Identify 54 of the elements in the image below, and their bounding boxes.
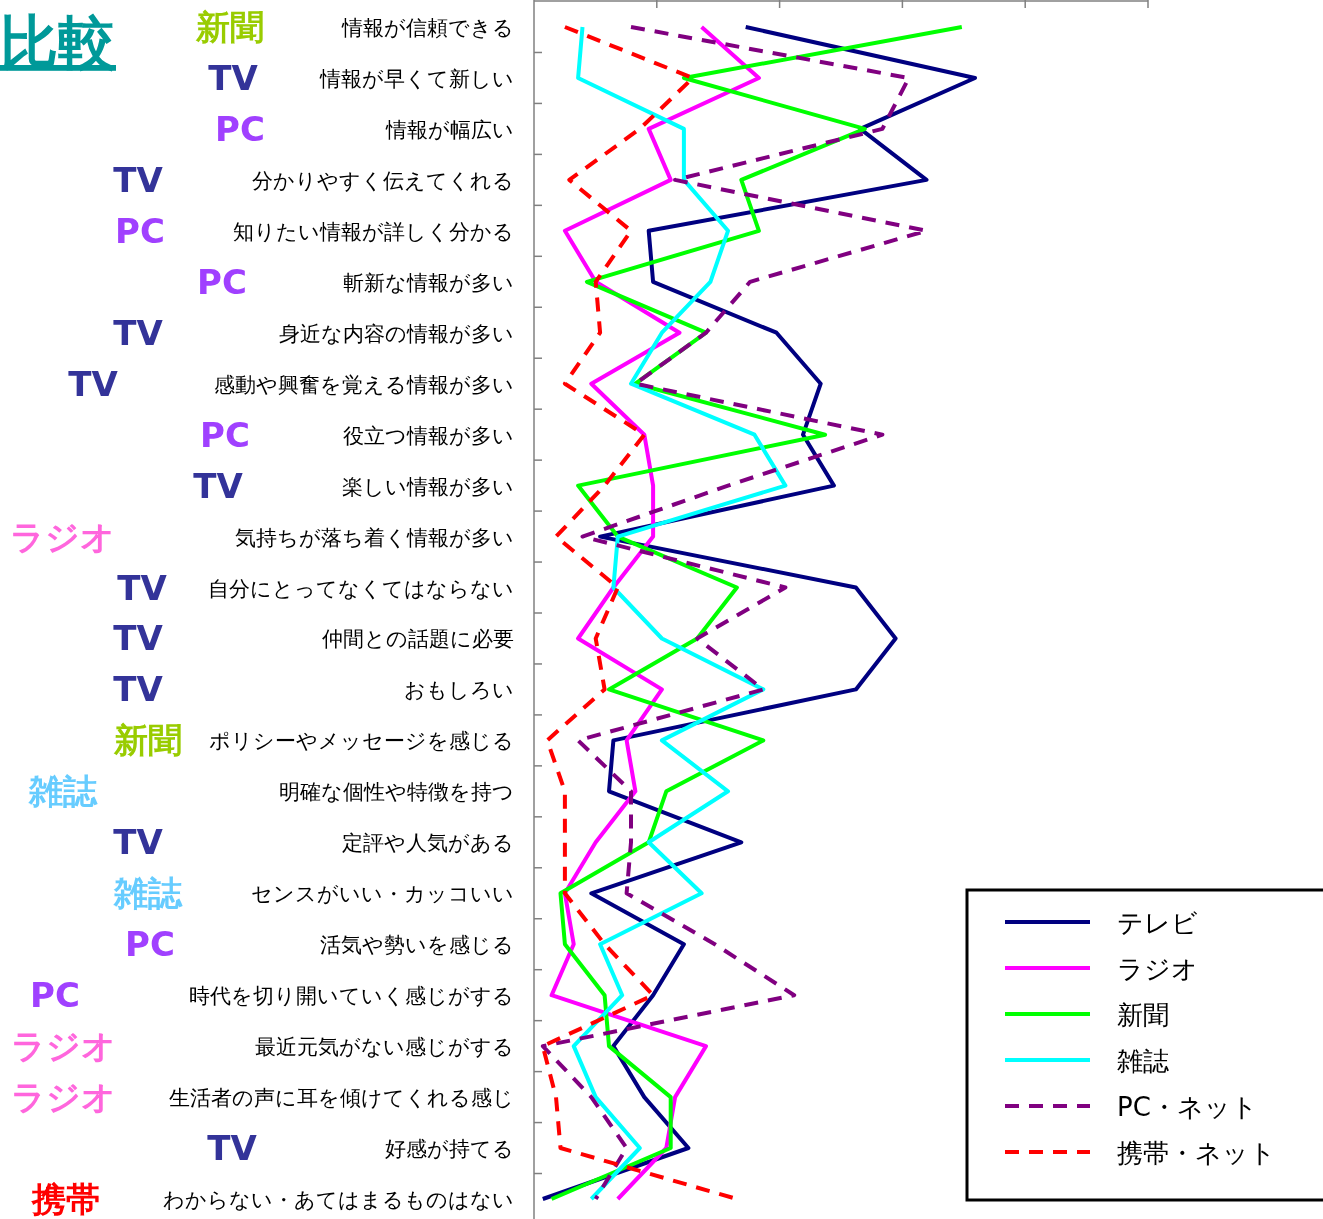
text: TV (207, 1128, 258, 1169)
y-tick-label: ポリシーやメッセージを感じる (209, 729, 514, 754)
y-tick-label: 活気や勢いを感じる (320, 933, 514, 958)
legend-label: 携帯・ネット (1117, 1138, 1276, 1168)
text: ラジオ (10, 1026, 116, 1067)
text: ラジオ (10, 1077, 116, 1118)
text: 携帯 (31, 1179, 100, 1219)
y-tick-label: 仲間との話題に必要 (322, 627, 514, 652)
text: TV (113, 669, 164, 710)
text: 新聞 (195, 7, 264, 47)
legend-label: ラジオ (1117, 954, 1198, 984)
y-tick-label: 生活者の声に耳を傾けてくれる感じ (169, 1086, 514, 1111)
text: TV (68, 363, 119, 404)
text: TV (113, 822, 164, 863)
y-tick-label: 最近元気がない感じがする (255, 1035, 514, 1060)
y-tick-label: 分かりやすく伝えてくれる (252, 168, 514, 193)
text: 新聞 (113, 720, 182, 761)
text: TV (113, 159, 164, 200)
y-tick-label: 知りたい情報が詳しく分かる (233, 219, 514, 244)
text: PC (215, 108, 265, 149)
y-tick-label: おもしろい (404, 678, 514, 703)
text: TV (113, 312, 164, 353)
y-tick-label: 情報が早くて新しい (319, 66, 514, 91)
y-tick-label: 感動や興奮を覚える情報が多い (214, 372, 514, 397)
text: PC (125, 924, 175, 965)
y-tick-label: 気持ちが落ち着く情報が多い (235, 525, 514, 550)
y-tick-label: 情報が幅広い (385, 117, 514, 142)
y-tick-label: 斬新な情報が多い (343, 270, 514, 295)
text: PC (200, 414, 250, 455)
text: ラジオ (9, 516, 115, 557)
y-tick-label: わからない・あてはまるものはない (163, 1188, 514, 1212)
legend-label: 新聞 (1117, 1000, 1169, 1030)
text: PC (30, 975, 80, 1016)
text: TV (208, 57, 259, 98)
text: PC (197, 261, 247, 302)
text: PC (115, 210, 165, 251)
legend-label: PC・ネット (1117, 1092, 1258, 1122)
text: TV (117, 567, 168, 608)
legend-label: 雑誌 (1117, 1046, 1169, 1076)
y-tick-label: 明確な個性や特徴を持つ (279, 780, 514, 805)
y-tick-label: 楽しい情報が多い (342, 474, 514, 499)
y-tick-label: 身近な内容の情報が多い (279, 321, 514, 346)
y-tick-label: 自分にとってなくてはならない (208, 576, 514, 601)
y-tick-label: 好感が持てる (385, 1137, 514, 1162)
text: TV (113, 618, 164, 659)
text: TV (193, 465, 244, 506)
y-tick-label: 情報が信頼できる (341, 16, 514, 40)
legend-label: テレビ (1117, 908, 1198, 938)
y-tick-label: 役立つ情報が多い (343, 423, 514, 448)
text: 雑誌 (113, 873, 183, 914)
text: 雑誌 (28, 771, 98, 812)
y-tick-label: センスがいい・カッコいい (251, 882, 514, 907)
y-tick-label: 時代を切り開いていく感じがする (189, 984, 514, 1009)
y-tick-label: 定評や人気がある (342, 831, 514, 856)
